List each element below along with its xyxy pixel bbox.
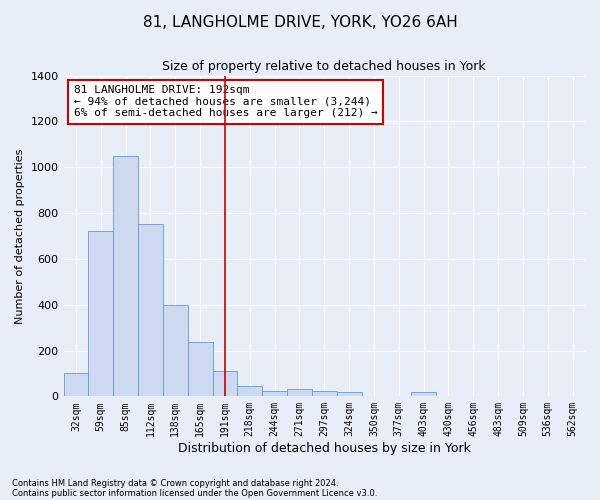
Bar — [188, 342, 212, 396]
Title: Size of property relative to detached houses in York: Size of property relative to detached ho… — [163, 60, 486, 73]
Bar — [113, 156, 138, 396]
Y-axis label: Number of detached properties: Number of detached properties — [15, 148, 25, 324]
Bar — [262, 390, 287, 396]
Bar — [88, 232, 113, 396]
Bar — [212, 371, 238, 396]
Bar — [238, 386, 262, 396]
Text: 81 LANGHOLME DRIVE: 192sqm
← 94% of detached houses are smaller (3,244)
6% of se: 81 LANGHOLME DRIVE: 192sqm ← 94% of deta… — [74, 85, 378, 118]
Bar — [138, 224, 163, 396]
Bar — [411, 392, 436, 396]
X-axis label: Distribution of detached houses by size in York: Distribution of detached houses by size … — [178, 442, 471, 455]
Bar — [64, 374, 88, 396]
Text: Contains public sector information licensed under the Open Government Licence v3: Contains public sector information licen… — [12, 488, 377, 498]
Bar — [337, 392, 362, 396]
Bar — [163, 304, 188, 396]
Bar — [287, 390, 312, 396]
Text: 81, LANGHOLME DRIVE, YORK, YO26 6AH: 81, LANGHOLME DRIVE, YORK, YO26 6AH — [143, 15, 457, 30]
Text: Contains HM Land Registry data © Crown copyright and database right 2024.: Contains HM Land Registry data © Crown c… — [12, 478, 338, 488]
Bar — [312, 390, 337, 396]
